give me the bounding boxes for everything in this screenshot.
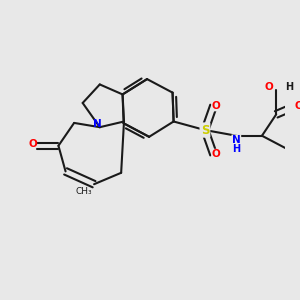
Text: H: H <box>285 82 293 92</box>
Text: N: N <box>92 119 101 129</box>
Text: N: N <box>232 135 241 145</box>
Text: O: O <box>212 149 221 159</box>
Text: S: S <box>201 124 209 136</box>
Text: CH₃: CH₃ <box>76 187 92 196</box>
Text: S: S <box>201 124 209 136</box>
Text: H: H <box>232 144 240 154</box>
Text: O: O <box>28 139 37 149</box>
Text: O: O <box>295 101 300 111</box>
Text: O: O <box>265 82 274 92</box>
Text: O: O <box>212 101 221 111</box>
